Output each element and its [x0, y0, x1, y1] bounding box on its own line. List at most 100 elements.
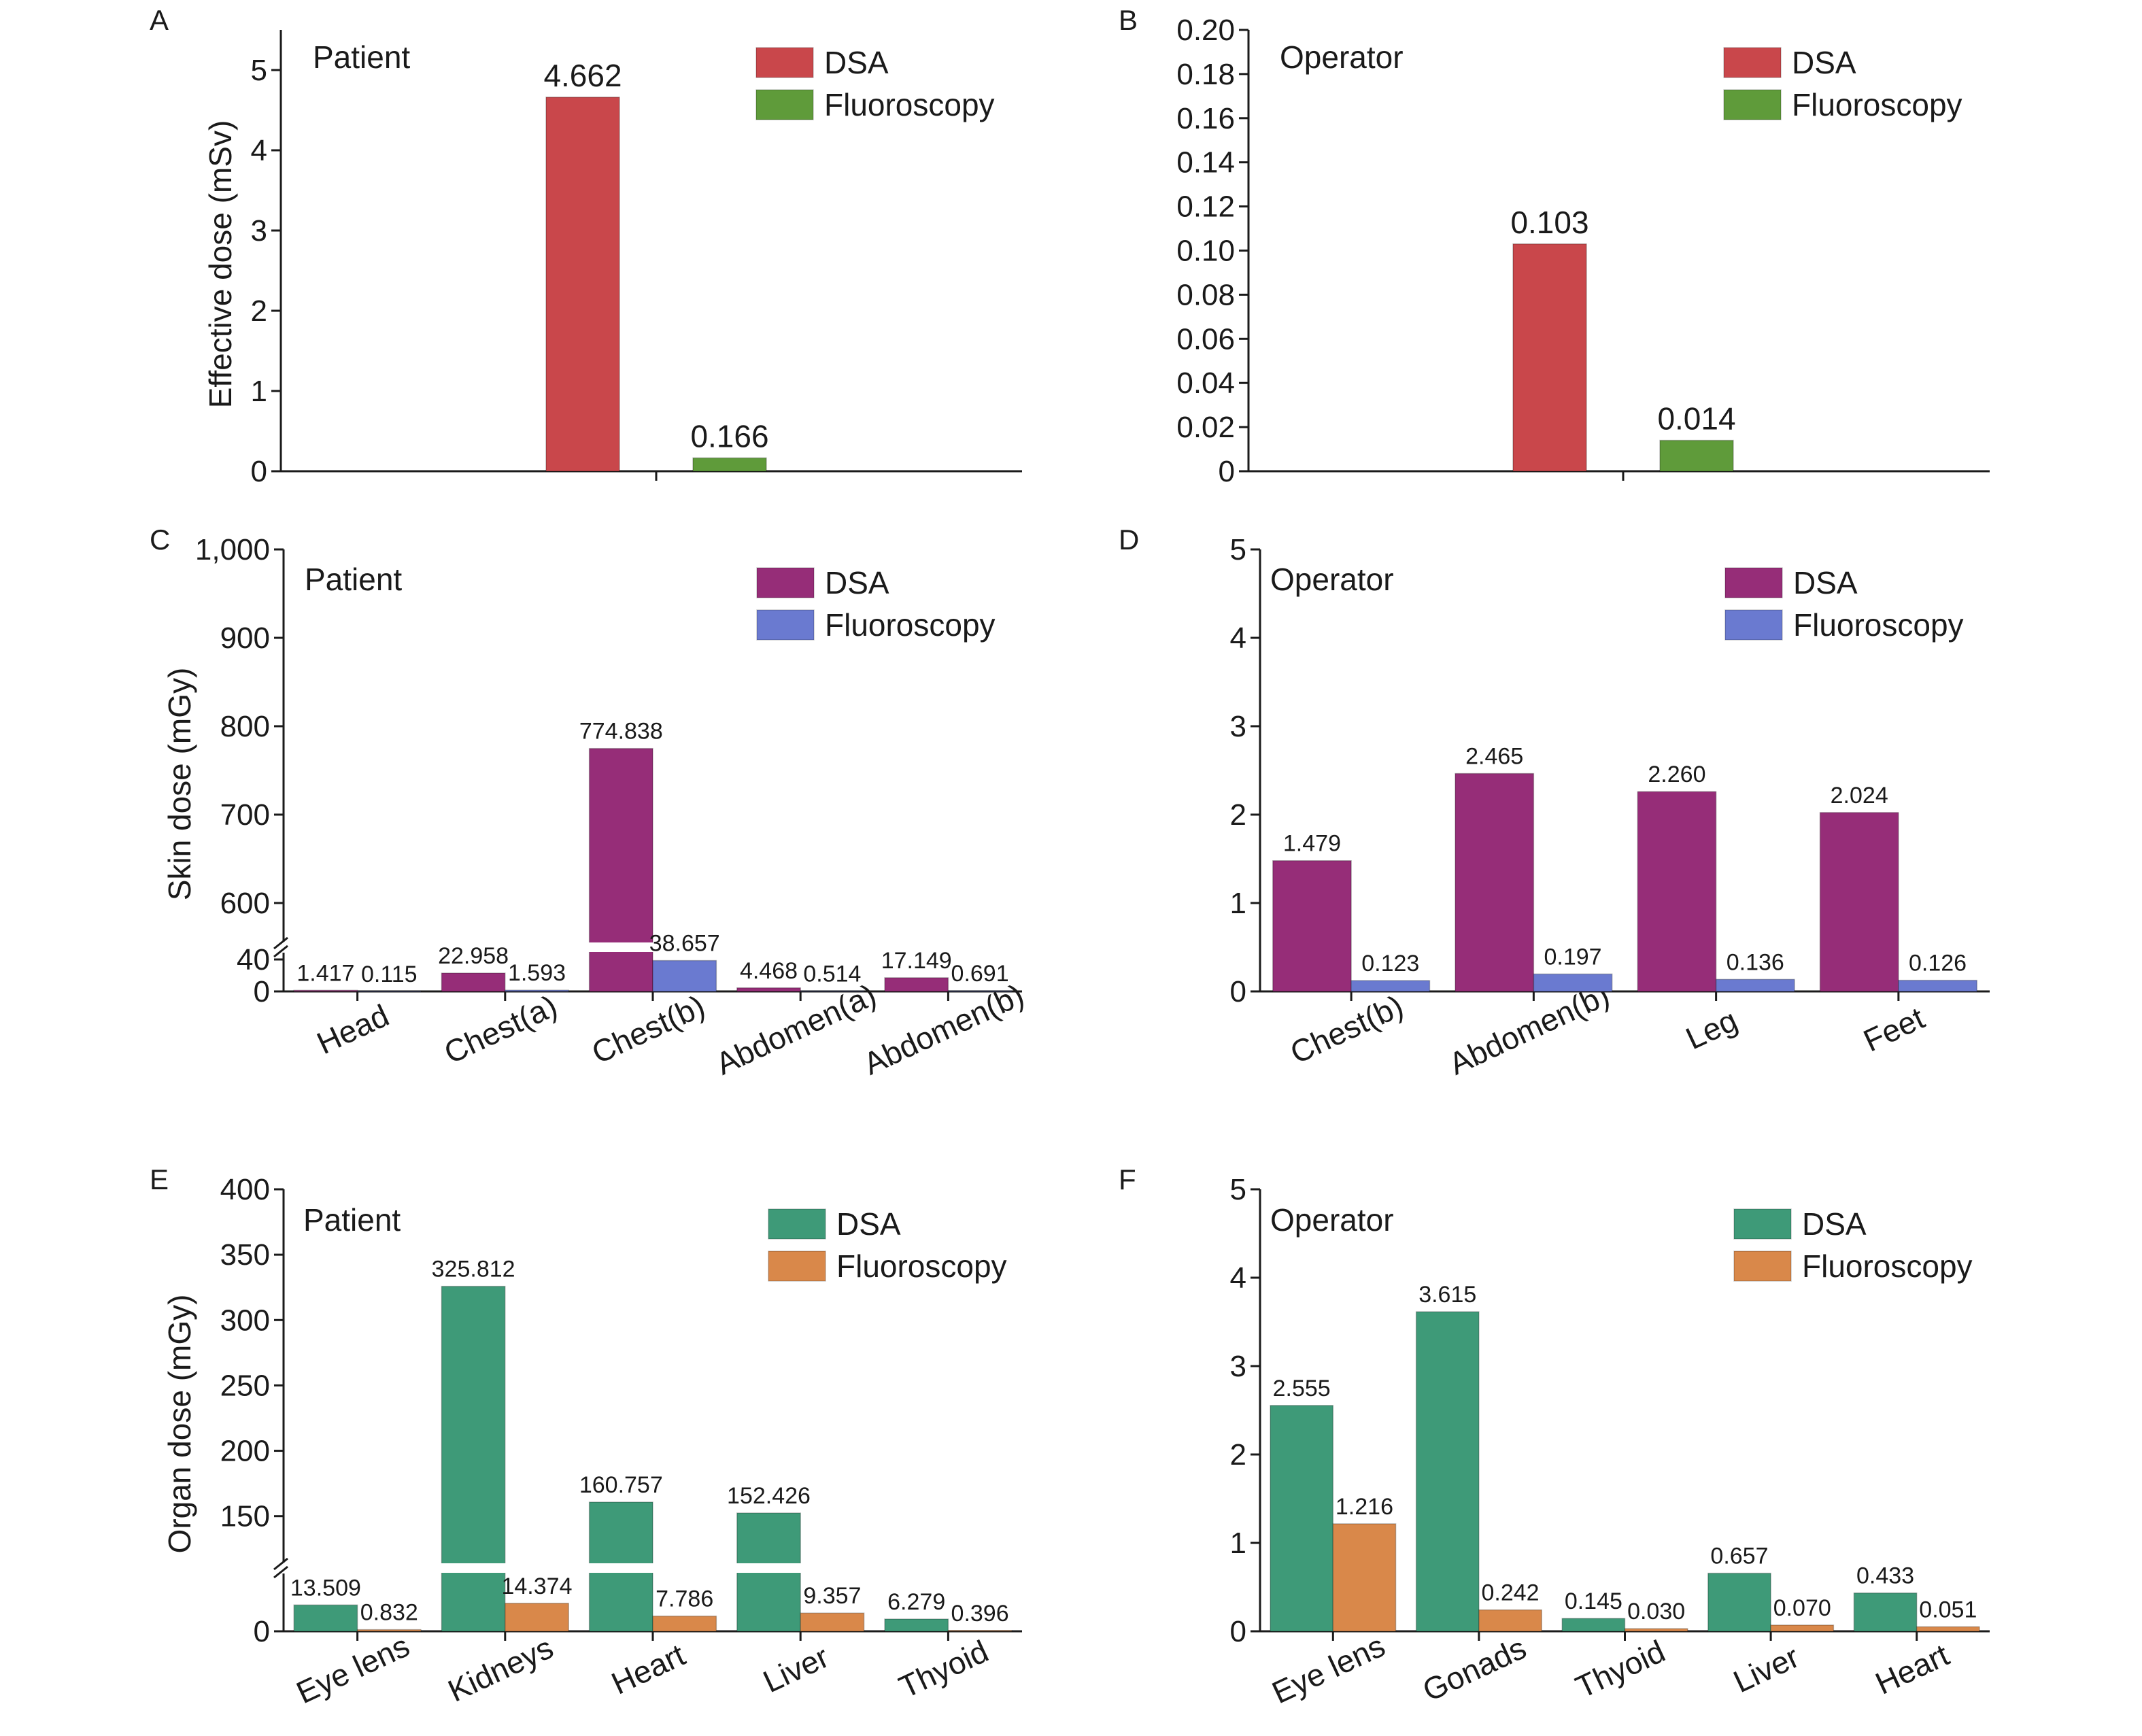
y-tick-label: 150: [220, 1500, 270, 1533]
y-tick-label: 3: [1230, 1350, 1246, 1383]
panel-c: C Patient 040 600 700 800 900 1,000 Skin dose (m…: [150, 524, 1029, 1082]
legend-swatch-fluoroscopy: [1724, 609, 1783, 641]
bar-fluoroscopy: [1916, 1626, 1980, 1632]
x-category-label: Feet: [1858, 1000, 1930, 1058]
legend-label-dsa: DSA: [1802, 1206, 1867, 1242]
legend-swatch-fluoroscopy: [1733, 1250, 1792, 1282]
bar-value-label: 1.479: [1283, 831, 1341, 857]
x-category-label: Chest(b): [586, 988, 710, 1071]
bar-dsa: [884, 1618, 949, 1632]
legend-swatch-dsa: [768, 1208, 826, 1240]
x-category-label: Thyoid: [894, 1633, 993, 1705]
y-tick-label: 250: [220, 1369, 270, 1402]
subject-label: Operator: [1280, 39, 1404, 75]
bar-value-label: 325.812: [432, 1257, 515, 1282]
bar-value-label: 22.958: [438, 943, 509, 969]
bar-value-label: 160.757: [579, 1472, 663, 1498]
y-tick-label: 0.16: [1176, 102, 1235, 135]
axis-break-gap: [277, 942, 290, 953]
bar-dsa: [1819, 812, 1899, 992]
y-tick-label: 0: [1230, 1615, 1246, 1648]
bar-value-label: 0.103: [1510, 205, 1588, 240]
y-tick-label: 350: [220, 1238, 270, 1272]
legend-swatch-dsa: [1723, 47, 1782, 78]
y-tick-label: 0.14: [1176, 146, 1235, 180]
y-tick-label: 1,000: [195, 533, 270, 566]
legend-label-dsa: DSA: [824, 45, 889, 80]
y-tick-label: 700: [220, 798, 270, 832]
panel-b: B Operator 0 0.02 0.04 0.06 0.08 0.10 0.12 0.14 0.…: [1119, 4, 1990, 488]
subject-label: Operator: [1270, 1202, 1394, 1238]
x-category-label: Kidneys: [443, 1629, 558, 1708]
legend-label-fluoroscopy: Fluoroscopy: [825, 607, 996, 643]
y-tick-label: 4: [1230, 622, 1246, 655]
axis-break-gap: [277, 1563, 290, 1573]
bar-fluoroscopy: [652, 959, 717, 992]
bar-dsa: [1455, 772, 1535, 992]
bar-fluoroscopy: [1533, 973, 1613, 992]
bar-dsa: [441, 1285, 506, 1632]
y-tick-label: 0.20: [1176, 14, 1235, 47]
bar-fluoroscopy: [1332, 1523, 1397, 1632]
bar-value-label: 14.374: [501, 1573, 572, 1599]
bar-fluoroscopy: [1659, 439, 1734, 472]
bar-fluoroscopy: [356, 991, 422, 993]
bar-value-label: 1.216: [1336, 1494, 1393, 1520]
y-tick-label: 0: [251, 455, 267, 488]
subject-label: Operator: [1270, 562, 1394, 597]
y-tick-label: 600: [220, 887, 270, 920]
bar-value-label: 0.126: [1909, 951, 1967, 976]
legend-label-fluoroscopy: Fluoroscopy: [836, 1248, 1007, 1284]
y-tick-label: 2: [1230, 798, 1246, 832]
subject-label: Patient: [313, 39, 410, 75]
legend-label-fluoroscopy: Fluoroscopy: [1793, 607, 1964, 643]
panel-letter: F: [1119, 1163, 1136, 1195]
bar-value-label: 0.396: [951, 1601, 1009, 1627]
bar-value-label: 0.070: [1773, 1595, 1831, 1621]
y-tick-label: 200: [220, 1435, 270, 1468]
bar-value-label: 13.509: [290, 1575, 361, 1601]
legend-label-fluoroscopy: Fluoroscopy: [1792, 87, 1962, 122]
bar-fluoroscopy: [652, 1615, 717, 1632]
x-category-label: Chest(b): [1285, 988, 1408, 1071]
bar-dsa: [736, 987, 801, 992]
bar-dsa: [884, 977, 949, 992]
bar-dsa: [441, 972, 506, 992]
y-tick-label: 900: [220, 622, 270, 655]
legend-label-fluoroscopy: Fluoroscopy: [1802, 1248, 1973, 1284]
bar-break-gap: [440, 1563, 507, 1573]
x-category-label: Head: [311, 998, 394, 1061]
bar-fluoroscopy: [1624, 1628, 1688, 1632]
bar-value-label: 2.260: [1648, 762, 1705, 787]
bar-value-label: 4.468: [740, 958, 798, 984]
bar-dsa: [293, 1604, 358, 1632]
y-tick-label: 800: [220, 710, 270, 743]
y-tick-label: 1: [251, 375, 267, 408]
y-tick-label: 5: [1230, 1173, 1246, 1206]
subject-label: Patient: [303, 1202, 401, 1238]
legend-swatch-dsa: [756, 567, 815, 598]
bar-value-label: 0.123: [1361, 951, 1419, 976]
bar-value-label: 0.115: [361, 961, 418, 987]
bar-value-label: 4.662: [543, 58, 622, 93]
bar-value-label: 0.166: [690, 418, 768, 454]
bar-dsa: [1272, 860, 1352, 992]
bar-dsa: [1415, 1311, 1480, 1632]
x-category-label: Leg: [1680, 1002, 1743, 1057]
legend-swatch-fluoroscopy: [1723, 89, 1782, 120]
panel-f: F Operator 0 1 2 3 4 5 Eye lens 2.555 1.216 Gonads 3…: [1119, 1163, 1990, 1710]
legend-swatch-fluoroscopy: [755, 89, 814, 120]
y-tick-label: 0: [1230, 975, 1246, 1008]
y-tick-label: 4: [251, 134, 267, 167]
axis-break-mark: [273, 936, 288, 950]
y-tick-label: 0.10: [1176, 235, 1235, 268]
bar-fluoroscopy: [692, 457, 767, 472]
bar-value-label: 9.357: [803, 1583, 861, 1609]
y-tick-label: 300: [220, 1304, 270, 1337]
y-tick-label: 0.02: [1176, 411, 1235, 444]
bar-value-label: 0.051: [1919, 1597, 1977, 1622]
y-axis-label: Effective dose (mSv): [203, 120, 238, 409]
bar-value-label: 0.514: [803, 961, 861, 987]
bar-fluoroscopy: [505, 989, 569, 992]
legend-label-dsa: DSA: [825, 565, 889, 600]
